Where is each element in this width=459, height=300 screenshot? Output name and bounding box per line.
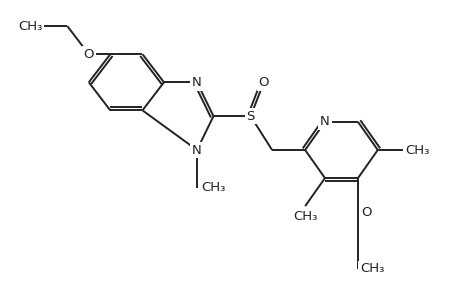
Text: CH₃: CH₃: [359, 262, 384, 275]
Text: S: S: [246, 110, 254, 123]
Text: O: O: [84, 48, 94, 61]
Text: N: N: [319, 116, 329, 128]
Text: O: O: [360, 206, 371, 219]
Text: CH₃: CH₃: [201, 182, 225, 194]
Text: O: O: [258, 76, 269, 89]
Text: CH₃: CH₃: [404, 143, 429, 157]
Text: N: N: [192, 143, 202, 157]
Text: CH₃: CH₃: [292, 210, 317, 223]
Text: CH₃: CH₃: [18, 20, 42, 33]
Text: N: N: [192, 76, 202, 89]
